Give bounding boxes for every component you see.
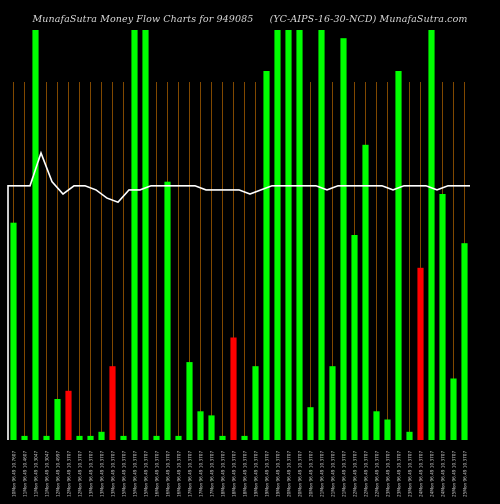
- money-flow-bar: [175, 435, 182, 440]
- x-tick-label: 22Mon 96.49 10.3707: [353, 451, 358, 497]
- money-flow-bar: [142, 30, 149, 440]
- x-tick-label: 18Mon 96.49 10.3707: [243, 451, 248, 497]
- x-tick-label: 16Mon 96.49 10.3707: [177, 451, 182, 497]
- x-tick-label: 20Mon 96.49 10.3707: [298, 451, 303, 497]
- money-flow-bar: [65, 390, 72, 440]
- money-flow-bar: [219, 435, 226, 440]
- x-tick-label: 17Mon 96.49 10.3707: [199, 451, 204, 497]
- x-tick-label: 11Mon 96.49 10.3047: [34, 451, 39, 497]
- money-flow-bar: [120, 435, 127, 440]
- x-tick-label: 24Mon 96.49 10.3707: [419, 451, 424, 497]
- money-flow-bar: [461, 243, 468, 440]
- x-tick-label: 11Mon 96.49 10.4607: [23, 451, 28, 497]
- x-tick-label: 11Mon 96.49 10.3047: [45, 451, 50, 497]
- money-flow-bar: [241, 435, 248, 440]
- x-tick-label: 23Mon 96.49 10.3707: [397, 451, 402, 497]
- money-flow-bar: [307, 407, 314, 440]
- x-tick-label: 12Mon 96.49 10.3707: [67, 451, 72, 497]
- money-flow-bar: [230, 337, 237, 440]
- x-tick-label: 13Mon 96.49 10.3707: [100, 451, 105, 497]
- money-flow-bar: [274, 30, 281, 440]
- x-tick-label: 17Mon 96.49 10.3707: [188, 451, 193, 497]
- x-tick-label: 18Mon 96.49 10.3707: [221, 451, 226, 497]
- x-tick-label: 15Mon 96.49 10.3707: [122, 451, 127, 497]
- money-flow-bar: [87, 435, 94, 440]
- money-flow-bar: [395, 71, 402, 440]
- money-flow-bar: [54, 399, 61, 440]
- x-tick-label: 23Mon 96.49 10.3707: [408, 451, 413, 497]
- x-tick-label: 25Mon 96.49 10.3707: [463, 451, 468, 497]
- x-tick-label: 22Mon 96.49 10.3707: [375, 451, 380, 497]
- money-flow-bar: [450, 378, 457, 440]
- money-flow-bar: [197, 411, 204, 440]
- money-flow-bar: [21, 435, 28, 440]
- money-flow-bar: [318, 30, 325, 440]
- x-tick-label: 17Mon 96.49 10.3707: [210, 451, 215, 497]
- x-tick-label: 20Mon 96.49 10.3707: [287, 451, 292, 497]
- x-tick-label: 21Mon 96.49 10.3707: [331, 451, 336, 497]
- x-tick-label: 19Mon 96.49 10.3707: [265, 451, 270, 497]
- x-tick-label: 20Mon 96.49 10.3707: [309, 451, 314, 497]
- money-flow-bar: [373, 411, 380, 440]
- money-flow-bar: [109, 366, 116, 440]
- x-tick-label: 13Mon 96.49 10.3707: [89, 451, 94, 497]
- money-flow-bar: [329, 366, 336, 440]
- money-flow-bar: [351, 235, 358, 440]
- x-tick-label: 16Mon 96.49 10.3707: [155, 451, 160, 497]
- money-flow-bar: [362, 144, 369, 441]
- x-tick-label: 12Mon 96.49 10.3707: [78, 451, 83, 497]
- x-tick-label: 13Mon 96.49 10.3707: [111, 451, 116, 497]
- x-tick-label: 18Mon 96.49 10.3707: [232, 451, 237, 497]
- money-flow-bar: [76, 435, 83, 440]
- money-flow-line: [7, 150, 470, 440]
- money-flow-bar: [131, 30, 138, 440]
- money-flow-bar: [384, 419, 391, 440]
- x-tick-label: 16Mon 96.49 10.3707: [166, 451, 171, 497]
- x-tick-label: 24Mon 96.49 10.3707: [441, 451, 446, 497]
- x-tick-label: 12Mon 96.49 10.4997: [56, 451, 61, 497]
- money-flow-bar: [417, 267, 424, 440]
- money-flow-bar: [428, 30, 435, 440]
- x-tick-label: 21Mon 96.49 10.3707: [320, 451, 325, 497]
- x-tick-label: 24Mon 96.49 10.3707: [430, 451, 435, 497]
- money-flow-bar: [439, 194, 446, 440]
- money-flow-bar: [406, 431, 413, 440]
- chart-title-right: (YC-AIPS-16-30-NCD) MunafaSutra.com: [269, 14, 468, 25]
- money-flow-bar: [10, 222, 17, 440]
- x-tick-label: 15Mon 96.49 10.3707: [144, 451, 149, 497]
- x-tick-label: 25Mon 96.49 10.3707: [452, 451, 457, 497]
- money-flow-bar: [43, 435, 50, 440]
- money-flow-bar: [285, 30, 292, 440]
- money-flow-bar: [208, 415, 215, 440]
- chart-title-left: MunafaSutra Money Flow Charts for 949085: [32, 14, 254, 25]
- x-tick-label: 23Mon 96.49 10.3707: [386, 451, 391, 497]
- money-flow-bar: [263, 71, 270, 440]
- money-flow-bar: [252, 366, 259, 440]
- x-tick-label: 10Mon 96.49 10.7607: [12, 451, 17, 497]
- money-flow-bar: [98, 431, 105, 440]
- money-flow-bar: [296, 30, 303, 440]
- money-flow-bar: [32, 30, 39, 440]
- x-tick-label: 21Mon 96.49 10.3707: [342, 451, 347, 497]
- x-tick-label: 19Mon 96.49 10.3707: [276, 451, 281, 497]
- x-tick-label: 15Mon 96.49 10.3707: [133, 451, 138, 497]
- money-flow-bar: [340, 38, 347, 440]
- x-tick-label: 22Mon 96.49 10.3707: [364, 451, 369, 497]
- money-flow-bar: [186, 362, 193, 440]
- x-tick-label: 19Mon 96.49 10.3707: [254, 451, 259, 497]
- chart-title: MunafaSutra Money Flow Charts for 949085…: [0, 14, 500, 25]
- money-flow-bar: [164, 181, 171, 440]
- money-flow-bar: [153, 435, 160, 440]
